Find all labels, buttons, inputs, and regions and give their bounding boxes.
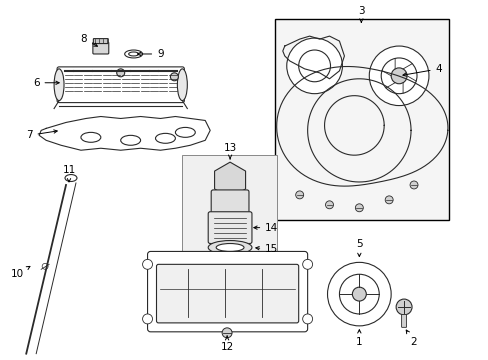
Circle shape xyxy=(117,69,124,77)
Text: 15: 15 xyxy=(255,244,278,255)
Bar xyxy=(274,19,448,220)
Circle shape xyxy=(298,50,330,82)
Ellipse shape xyxy=(54,69,64,100)
Text: 13: 13 xyxy=(223,143,236,159)
Ellipse shape xyxy=(155,133,175,143)
Circle shape xyxy=(385,196,392,204)
Ellipse shape xyxy=(175,127,195,137)
Circle shape xyxy=(302,314,312,324)
Text: 5: 5 xyxy=(355,239,362,257)
Ellipse shape xyxy=(216,243,244,251)
FancyBboxPatch shape xyxy=(211,190,248,216)
Ellipse shape xyxy=(177,69,187,100)
Circle shape xyxy=(339,274,379,314)
Circle shape xyxy=(355,204,363,212)
Ellipse shape xyxy=(124,50,142,58)
Ellipse shape xyxy=(65,175,77,181)
FancyBboxPatch shape xyxy=(156,264,298,323)
Circle shape xyxy=(381,58,416,94)
Circle shape xyxy=(368,46,428,105)
Text: 9: 9 xyxy=(137,49,163,59)
Circle shape xyxy=(409,181,417,189)
Text: 10: 10 xyxy=(11,266,30,279)
Circle shape xyxy=(395,299,411,315)
Circle shape xyxy=(302,260,312,269)
Text: 2: 2 xyxy=(406,330,416,347)
FancyBboxPatch shape xyxy=(93,39,108,44)
FancyBboxPatch shape xyxy=(401,314,406,327)
Polygon shape xyxy=(214,162,245,198)
Text: 11: 11 xyxy=(62,165,76,182)
Ellipse shape xyxy=(208,240,251,255)
FancyBboxPatch shape xyxy=(93,42,108,54)
Ellipse shape xyxy=(121,135,141,145)
Circle shape xyxy=(170,73,178,81)
FancyBboxPatch shape xyxy=(208,212,251,243)
Bar xyxy=(182,155,276,264)
Circle shape xyxy=(390,68,406,84)
Text: 4: 4 xyxy=(402,64,441,76)
Circle shape xyxy=(325,201,333,209)
Circle shape xyxy=(352,287,366,301)
FancyBboxPatch shape xyxy=(147,251,307,332)
Text: 3: 3 xyxy=(357,6,364,22)
Circle shape xyxy=(295,191,303,199)
Circle shape xyxy=(142,260,152,269)
Circle shape xyxy=(142,314,152,324)
Text: 7: 7 xyxy=(26,130,57,140)
Text: 1: 1 xyxy=(355,330,362,347)
Circle shape xyxy=(286,38,342,94)
Circle shape xyxy=(222,328,232,338)
Text: 8: 8 xyxy=(81,34,97,46)
Ellipse shape xyxy=(128,52,138,56)
Text: 6: 6 xyxy=(33,78,59,88)
Text: 12: 12 xyxy=(220,336,233,352)
Circle shape xyxy=(327,262,390,326)
FancyBboxPatch shape xyxy=(57,67,184,103)
Text: 14: 14 xyxy=(253,222,278,233)
Ellipse shape xyxy=(81,132,101,142)
Circle shape xyxy=(42,264,48,269)
